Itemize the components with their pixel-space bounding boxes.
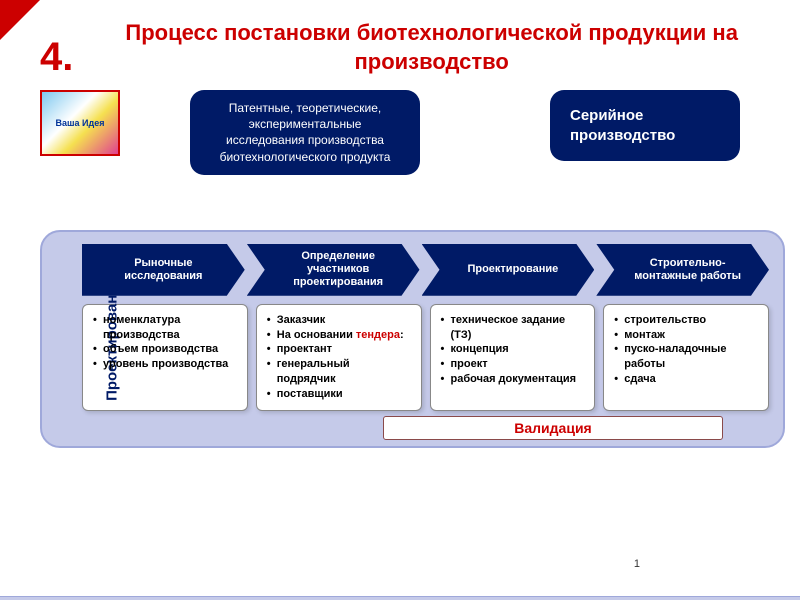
list-item: генеральный подрядчик: [267, 357, 411, 387]
section-number: 4.: [40, 35, 73, 80]
design-panel: Проектирование Рыночные исследования Опр…: [40, 230, 785, 448]
tender-highlight: тендера: [356, 329, 400, 341]
list-item: сдача: [614, 372, 758, 387]
list-item: рабочая документация: [441, 372, 585, 387]
list-item: пуско-наладочные работы: [614, 342, 758, 372]
list-item: уровень производства: [93, 357, 237, 372]
stage-list: Заказчик На основании тендера: проектант…: [267, 313, 411, 402]
stage-chevron: Проектирование: [422, 244, 595, 296]
list-item: Заказчик: [267, 313, 411, 328]
list-item: объем производства: [93, 342, 237, 357]
list-item: номенклатура производства: [93, 313, 237, 343]
stage-list-box: Заказчик На основании тендера: проектант…: [256, 304, 422, 411]
stage-title: Строительно-монтажные работы: [620, 257, 755, 283]
stage-lists-row: номенклатура производства объем производ…: [82, 304, 769, 411]
stage-title: Определение участников проектирования: [271, 250, 406, 290]
stage-chevron: Строительно-монтажные работы: [596, 244, 769, 296]
stage-list-box: техническое задание (ТЗ) концепция проек…: [430, 304, 596, 411]
stage-list: техническое задание (ТЗ) концепция проек…: [441, 313, 585, 387]
list-item: концепция: [441, 342, 585, 357]
serial-production-box: Серийное производство: [550, 90, 740, 161]
stage-title: Рыночные исследования: [96, 257, 231, 283]
footer-line: [0, 596, 800, 600]
list-item: проект: [441, 357, 585, 372]
validation-box: Валидация: [383, 416, 723, 440]
page-number: 1: [634, 558, 640, 570]
stage-chevron: Рыночные исследования: [82, 244, 245, 296]
top-flow-row: Ваша Идея Патентные, теоретические, эксп…: [0, 90, 800, 175]
list-item: строительство: [614, 313, 758, 328]
list-item: техническое задание (ТЗ): [441, 313, 585, 343]
corner-decoration: [0, 0, 40, 40]
list-item: проектант: [267, 342, 411, 357]
stage-chevron-row: Рыночные исследования Определение участн…: [82, 244, 769, 296]
stage-list-box: строительство монтаж пуско-наладочные ра…: [603, 304, 769, 411]
page-title: Процесс постановки биотехнологической пр…: [103, 19, 760, 76]
idea-icon: Ваша Идея: [40, 90, 120, 156]
stage-title: Проектирование: [467, 263, 558, 276]
list-item: На основании тендера:: [267, 328, 411, 343]
stage-chevron: Определение участников проектирования: [247, 244, 420, 296]
header: 4. Процесс постановки биотехнологической…: [0, 0, 800, 90]
list-item: поставщики: [267, 387, 411, 402]
list-item: монтаж: [614, 328, 758, 343]
stage-list: строительство монтаж пуско-наладочные ра…: [614, 313, 758, 387]
idea-label: Ваша Идея: [56, 118, 105, 128]
research-box: Патентные, теоретические, эксперименталь…: [190, 90, 420, 175]
stage-list: номенклатура производства объем производ…: [93, 313, 237, 372]
